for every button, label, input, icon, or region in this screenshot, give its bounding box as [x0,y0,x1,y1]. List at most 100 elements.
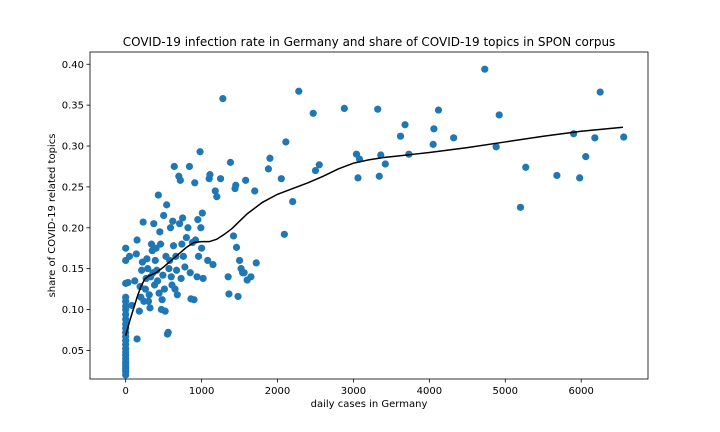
scatter-point [131,277,139,285]
scatter-point [204,256,212,265]
scatter-point [247,273,255,281]
scatter-point [219,95,227,103]
x-tick-label: 6000 [568,386,593,397]
scatter-point [225,290,233,298]
scatter-point [295,87,303,95]
x-tick-label: 2000 [265,386,290,397]
scatter-point [186,269,194,277]
scatter-point [125,252,134,260]
y-tick-label: 0.15 [62,264,84,275]
scatter-point [434,106,443,114]
scatter-point [153,277,162,285]
axes-frame [89,51,649,380]
plot-area [122,65,628,379]
scatter-point [135,307,143,315]
scatter-point [216,175,225,183]
scatter-point [401,121,409,129]
scatter-point [144,297,153,305]
scatter-point [516,203,525,211]
y-tick-label: 0.10 [62,305,84,316]
scatter-point [144,265,152,273]
scatter-point [596,88,604,96]
scatter-point [185,162,194,171]
scatter-point [242,176,250,184]
x-axis-title: daily cases in Germany [311,399,428,410]
scatter-point [177,274,185,283]
scatter-point [232,181,240,189]
scatter-point [377,151,385,159]
axis-ticks: 0 1000 2000 3000 4000 5000 6000 0.05 0.10 0.15 0.2… [62,60,594,397]
scatter-point [280,230,288,238]
y-axis-title: share of COVID-19 related topics [47,134,58,298]
scatter-point [158,296,166,304]
scatter-point [224,273,232,281]
scatter-point [315,161,323,169]
scatter-point [157,240,165,248]
scatter-point [252,259,260,267]
scatter-point [198,244,206,252]
scatter-point [133,335,141,343]
scatter-point [198,209,206,217]
scatter-point [184,224,192,232]
y-tick-label: 0.40 [62,60,84,71]
scatter-point [620,133,628,141]
scatter-point [251,187,259,195]
scatter-point [553,171,561,180]
scatter-point [146,304,154,312]
scatter-point [234,292,242,301]
scatter-point [492,143,500,151]
scatter-point [576,174,584,182]
scatter-point [591,134,599,142]
x-tick-label: 3000 [341,386,366,397]
x-tick-label: 0 [122,386,128,397]
scatter-point [122,293,130,301]
scatter-point [309,109,317,117]
scatter-point [179,252,187,260]
scatter-point [124,278,132,287]
scatter-point [172,266,181,274]
scatter-point [139,218,147,226]
scatter-point [235,256,244,265]
scatter-point [143,255,151,263]
scatter-point [522,163,530,171]
scatter-point [150,220,158,228]
scatter-point [199,274,207,283]
y-tick-label: 0.30 [62,142,84,153]
scatter-point [169,242,178,250]
x-tick-label: 4000 [417,386,442,397]
chart-title: COVID-19 infection rate in Germany and s… [123,35,616,49]
scatter-point [181,263,189,271]
scatter-point [430,125,438,133]
scatter-point [176,176,184,184]
scatter-point [375,172,383,180]
scatter-point [229,232,238,240]
scatter-point [381,160,389,168]
scatter-point [151,256,159,265]
scatter-point [132,250,140,258]
scatter-point [311,166,320,175]
scatter-point [122,244,130,252]
scatter-point [133,236,141,244]
scatter-point [173,291,181,299]
scatter-point [161,307,169,315]
scatter-point [175,220,184,228]
scatter-point [354,174,362,182]
scatter-point [145,291,153,299]
y-tick-label: 0.05 [62,346,84,357]
scatter-point [166,256,174,265]
scatter-point [190,296,198,304]
y-tick-label: 0.25 [62,182,84,193]
scatter-point [277,175,285,183]
x-tick-label: 5000 [493,386,518,397]
scatter-point [197,224,205,232]
scatter-point [264,165,273,173]
scatter-point [170,162,178,171]
scatter-point [582,153,590,161]
scatter-point [213,193,221,201]
scatter-point [167,273,175,281]
scatter-point [211,187,219,195]
scatter-point [154,191,162,199]
x-tick-label: 1000 [189,386,214,397]
scatter-point [155,289,163,297]
